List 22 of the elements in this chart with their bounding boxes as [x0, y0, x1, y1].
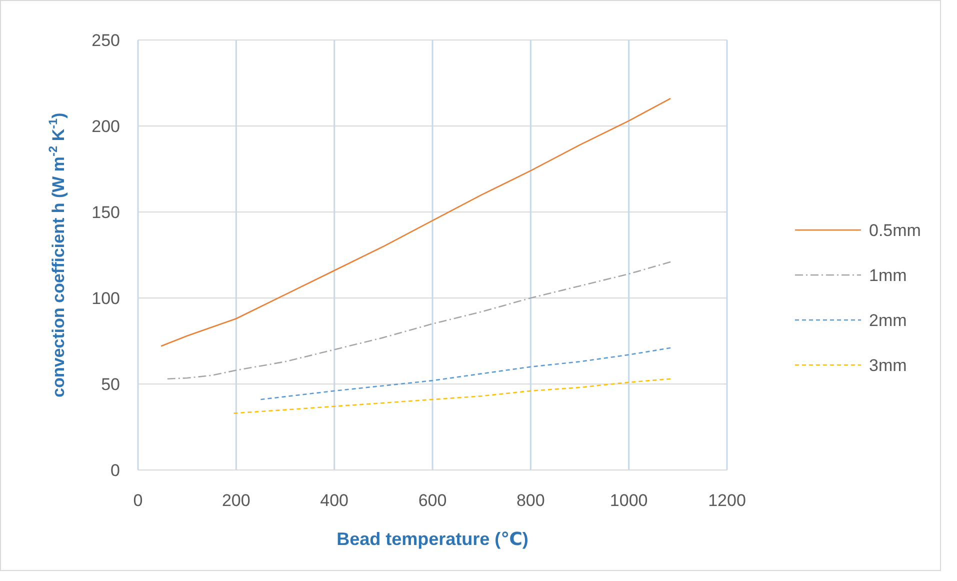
line-series: [233, 378, 672, 414]
y-tick-label: 100: [92, 288, 120, 308]
legend-label: 0.5mm: [869, 220, 921, 240]
y-tick-label: 0: [110, 460, 120, 480]
line-series: [166, 261, 672, 380]
legend-label: 3mm: [869, 356, 907, 375]
line-series: [160, 98, 672, 347]
y-tick-label: 250: [92, 30, 120, 50]
y-tick-label: 150: [92, 202, 120, 222]
y-tick-label: 200: [92, 116, 120, 136]
line-series: [260, 347, 672, 400]
x-axis-title: Bead temperature (℃): [336, 529, 528, 549]
x-tick-label: 0: [133, 491, 143, 510]
x-tick-label: 1200: [708, 491, 746, 510]
x-tick-label: 200: [222, 491, 250, 510]
x-tick-label: 800: [516, 491, 545, 510]
x-tick-label: 400: [320, 491, 349, 510]
x-tick-label: 1000: [610, 491, 648, 510]
y-tick-label: 50: [101, 374, 120, 394]
x-tick-label: 600: [418, 491, 447, 510]
legend-label: 2mm: [869, 310, 907, 330]
legend-label: 1mm: [869, 266, 907, 285]
